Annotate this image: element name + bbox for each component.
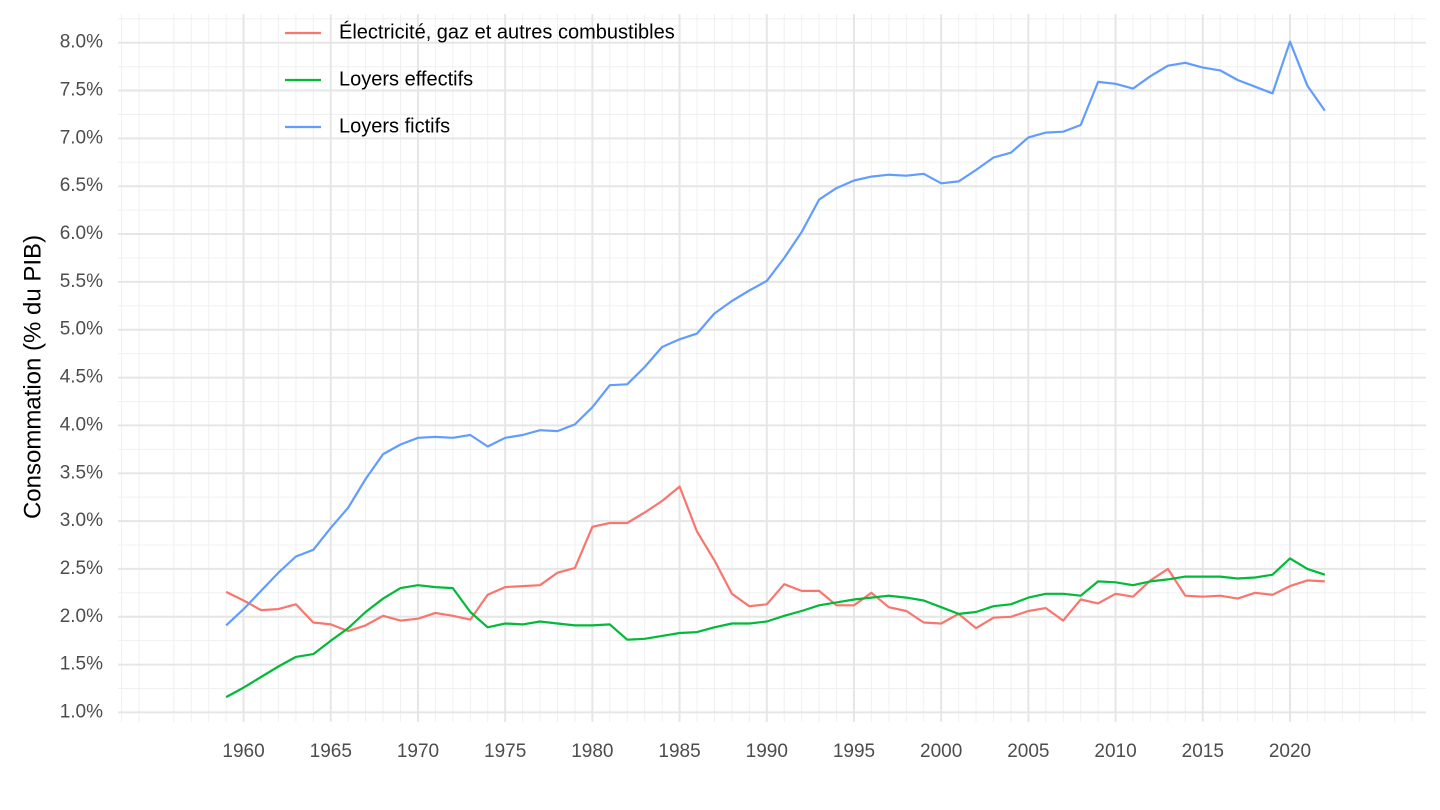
series-lines [225,40,1326,699]
x-axis-ticks: 1960 1965 1970 1975 1980 1985 1990 1995 2000 2005… [222,741,1311,762]
y-tick-label: 6.0% [60,223,103,244]
legend-label: Loyers effectifs [339,68,473,90]
x-tick-label: 2010 [1094,741,1136,762]
y-tick-label: 1.0% [60,701,103,722]
series-line-1 [225,485,1325,633]
x-tick-label: 1985 [658,741,700,762]
y-tick-label: 4.5% [60,367,103,388]
x-tick-label: 1970 [397,741,439,762]
series-line-2 [225,557,1326,699]
x-tick-label: 2005 [1007,741,1049,762]
x-tick-label: 2015 [1182,741,1224,762]
y-tick-label: 5.5% [60,271,103,292]
x-tick-label: 1980 [571,741,613,762]
y-tick-label: 2.5% [60,558,103,579]
y-axis-ticks: 1.0% 1.5% 2.0% 2.5% 3.0% 3.5% 4.0% 4.5% 5.0% 5.5%… [60,32,103,723]
x-tick-label: 1975 [484,741,526,762]
x-tick-label: 1960 [222,741,264,762]
legend-label: Électricité, gaz et autres combustibles [339,20,675,43]
y-tick-label: 5.0% [60,319,103,340]
y-tick-label: 6.5% [60,175,103,196]
y-tick-label: 3.5% [60,462,103,483]
y-tick-label: 1.5% [60,654,103,675]
y-tick-label: 8.0% [60,32,103,53]
x-tick-label: 1995 [833,741,875,762]
grid-lines [118,14,1426,722]
y-tick-label: 7.0% [60,127,103,148]
y-axis-title: Consommation (% du PIB) [19,235,46,519]
x-tick-label: 1965 [310,741,352,762]
x-tick-label: 1990 [746,741,788,762]
x-tick-label: 2000 [920,741,962,762]
y-tick-label: 2.0% [60,606,103,627]
y-tick-label: 3.0% [60,510,103,531]
y-tick-label: 4.0% [60,414,103,435]
legend: Électricité, gaz et autres combustibles L… [285,20,675,137]
x-tick-label: 2020 [1269,741,1311,762]
y-tick-label: 7.5% [60,80,103,101]
series-line-3 [225,40,1326,627]
legend-label: Loyers fictifs [339,115,450,137]
